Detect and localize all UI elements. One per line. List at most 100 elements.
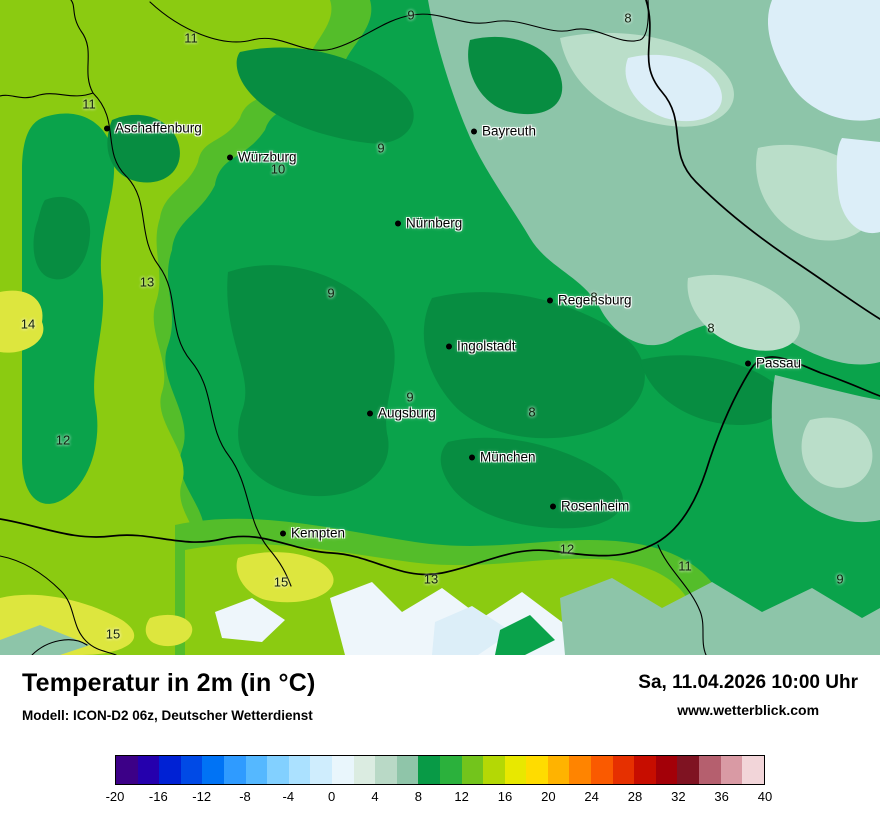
legend-color-segment bbox=[331, 756, 354, 784]
temperature-value-label: 11 bbox=[82, 96, 96, 112]
city-marker-kempten: Kempten bbox=[280, 526, 345, 541]
temperature-value-label: 13 bbox=[139, 274, 155, 290]
legend-color-segment bbox=[396, 756, 419, 784]
city-label: Bayreuth bbox=[482, 123, 537, 139]
legend-color-segment bbox=[137, 756, 160, 784]
temperature-map: Aschaffenburg Würzburg Bayreuth Nürnberg Reg… bbox=[0, 0, 880, 655]
city-marker-rosenheim: Rosenheim bbox=[550, 499, 629, 514]
temperature-value-label: 9 bbox=[836, 571, 844, 587]
city-marker-aschaffenburg: Aschaffenburg bbox=[104, 121, 202, 136]
city-marker-bayreuth: Bayreuth bbox=[471, 124, 536, 139]
state-border-west bbox=[92, 92, 292, 587]
temperature-value-label: 11 bbox=[678, 558, 692, 574]
city-label: Aschaffenburg bbox=[115, 120, 202, 136]
city-dot-icon bbox=[745, 360, 751, 366]
city-dot-icon bbox=[395, 220, 401, 226]
legend-color-segment bbox=[223, 756, 246, 784]
legend-color-segment bbox=[180, 756, 203, 784]
legend-color-segment bbox=[504, 756, 527, 784]
legend-color-segment bbox=[655, 756, 678, 784]
temperature-value-label: 9 bbox=[377, 140, 385, 156]
czech-border bbox=[645, 0, 880, 320]
city-dot-icon bbox=[104, 125, 110, 131]
temperature-value-label: 15 bbox=[105, 626, 121, 642]
legend-color-segment bbox=[353, 756, 376, 784]
legend-tick-label: 16 bbox=[497, 789, 513, 804]
temperature-value-label: 15 bbox=[273, 574, 289, 590]
city-dot-icon bbox=[550, 503, 556, 509]
city-marker-wrzburg: Würzburg bbox=[227, 150, 297, 165]
legend-color-segment bbox=[612, 756, 635, 784]
legend-tick-label: -4 bbox=[282, 789, 295, 804]
website-link[interactable]: www.wetterblick.com bbox=[677, 702, 820, 718]
legend-ticks: -20 -16 -12 -8 -4 0 4 8 12 16 20 24 28 32 36 40 bbox=[106, 789, 773, 807]
legend-color-segment bbox=[116, 756, 138, 784]
city-label: Ingolstadt bbox=[457, 338, 516, 354]
legend-color-segment bbox=[202, 756, 224, 784]
state-border-northwest bbox=[0, 0, 94, 99]
temperature-value-label: 8 bbox=[590, 289, 598, 305]
legend-color-segment bbox=[418, 756, 440, 784]
legend-tick-label: -12 bbox=[192, 789, 212, 804]
legend-tick-label: 28 bbox=[627, 789, 643, 804]
salzburg-border bbox=[657, 544, 707, 655]
city-marker-passau: Passau bbox=[745, 356, 801, 371]
austria-border bbox=[0, 356, 880, 576]
city-label: Kempten bbox=[291, 525, 346, 541]
legend-tick-label: 40 bbox=[757, 789, 773, 804]
legend-color-segment bbox=[267, 756, 289, 784]
temperature-value-label: 13 bbox=[423, 571, 439, 587]
city-dot-icon bbox=[547, 297, 553, 303]
legend-color-segment bbox=[677, 756, 700, 784]
legend-color-segment bbox=[310, 756, 332, 784]
temperature-value-label: 12 bbox=[55, 432, 71, 448]
city-marker-augsburg: Augsburg bbox=[367, 406, 436, 421]
temperature-value-label: 8 bbox=[707, 320, 715, 336]
temperature-value-label: 14 bbox=[20, 316, 36, 332]
city-dot-icon bbox=[227, 154, 233, 160]
border-lines bbox=[0, 0, 880, 655]
city-label: Passau bbox=[756, 355, 802, 371]
legend-color-segment bbox=[483, 756, 505, 784]
temperature-value-label: 9 bbox=[406, 389, 414, 405]
legend-tick-label: -20 bbox=[105, 789, 125, 804]
city-marker-ingolstadt: Ingolstadt bbox=[446, 339, 516, 354]
city-label: Nürnberg bbox=[406, 215, 463, 231]
city-label: Rosenheim bbox=[561, 498, 630, 514]
legend: -20 -16 -12 -8 -4 0 4 8 12 16 20 24 28 32 36 40 bbox=[106, 755, 773, 807]
legend-color-segment bbox=[720, 756, 743, 784]
temperature-value-label: 9 bbox=[407, 7, 415, 23]
legend-bar bbox=[115, 755, 765, 785]
city-dot-icon bbox=[471, 128, 477, 134]
legend-color-segment bbox=[439, 756, 462, 784]
city-marker-regensburg: Regensburg bbox=[547, 293, 632, 308]
city-marker-nrnberg: Nürnberg bbox=[395, 216, 462, 231]
temperature-value-label: 11 bbox=[184, 30, 198, 46]
legend-color-segment bbox=[699, 756, 721, 784]
legend-tick-label: 32 bbox=[671, 789, 686, 804]
legend-color-segment bbox=[461, 756, 484, 784]
city-dot-icon bbox=[280, 530, 286, 536]
legend-tick-label: 12 bbox=[454, 789, 469, 804]
legend-color-segment bbox=[569, 756, 592, 784]
city-marker-mnchen: München bbox=[469, 450, 536, 465]
southwest-borders bbox=[0, 555, 117, 655]
city-label: Regensburg bbox=[558, 292, 632, 308]
legend-color-segment bbox=[634, 756, 656, 784]
temperature-value-label: 12 bbox=[559, 541, 575, 557]
legend-tick-label: -16 bbox=[148, 789, 168, 804]
city-dot-icon bbox=[367, 410, 373, 416]
legend-color-segment bbox=[288, 756, 311, 784]
legend-color-segment bbox=[375, 756, 397, 784]
temperature-field-blobs bbox=[0, 0, 880, 655]
city-label: Augsburg bbox=[378, 405, 436, 421]
legend-color-segment bbox=[159, 756, 181, 784]
legend-color-segment bbox=[526, 756, 548, 784]
legend-tick-label: 4 bbox=[371, 789, 379, 804]
north-bavaria-border bbox=[149, 0, 649, 51]
city-dot-icon bbox=[469, 454, 475, 460]
city-label: Würzburg bbox=[238, 149, 297, 165]
legend-color-segment bbox=[591, 756, 613, 784]
temperature-value-label: 9 bbox=[327, 285, 335, 301]
